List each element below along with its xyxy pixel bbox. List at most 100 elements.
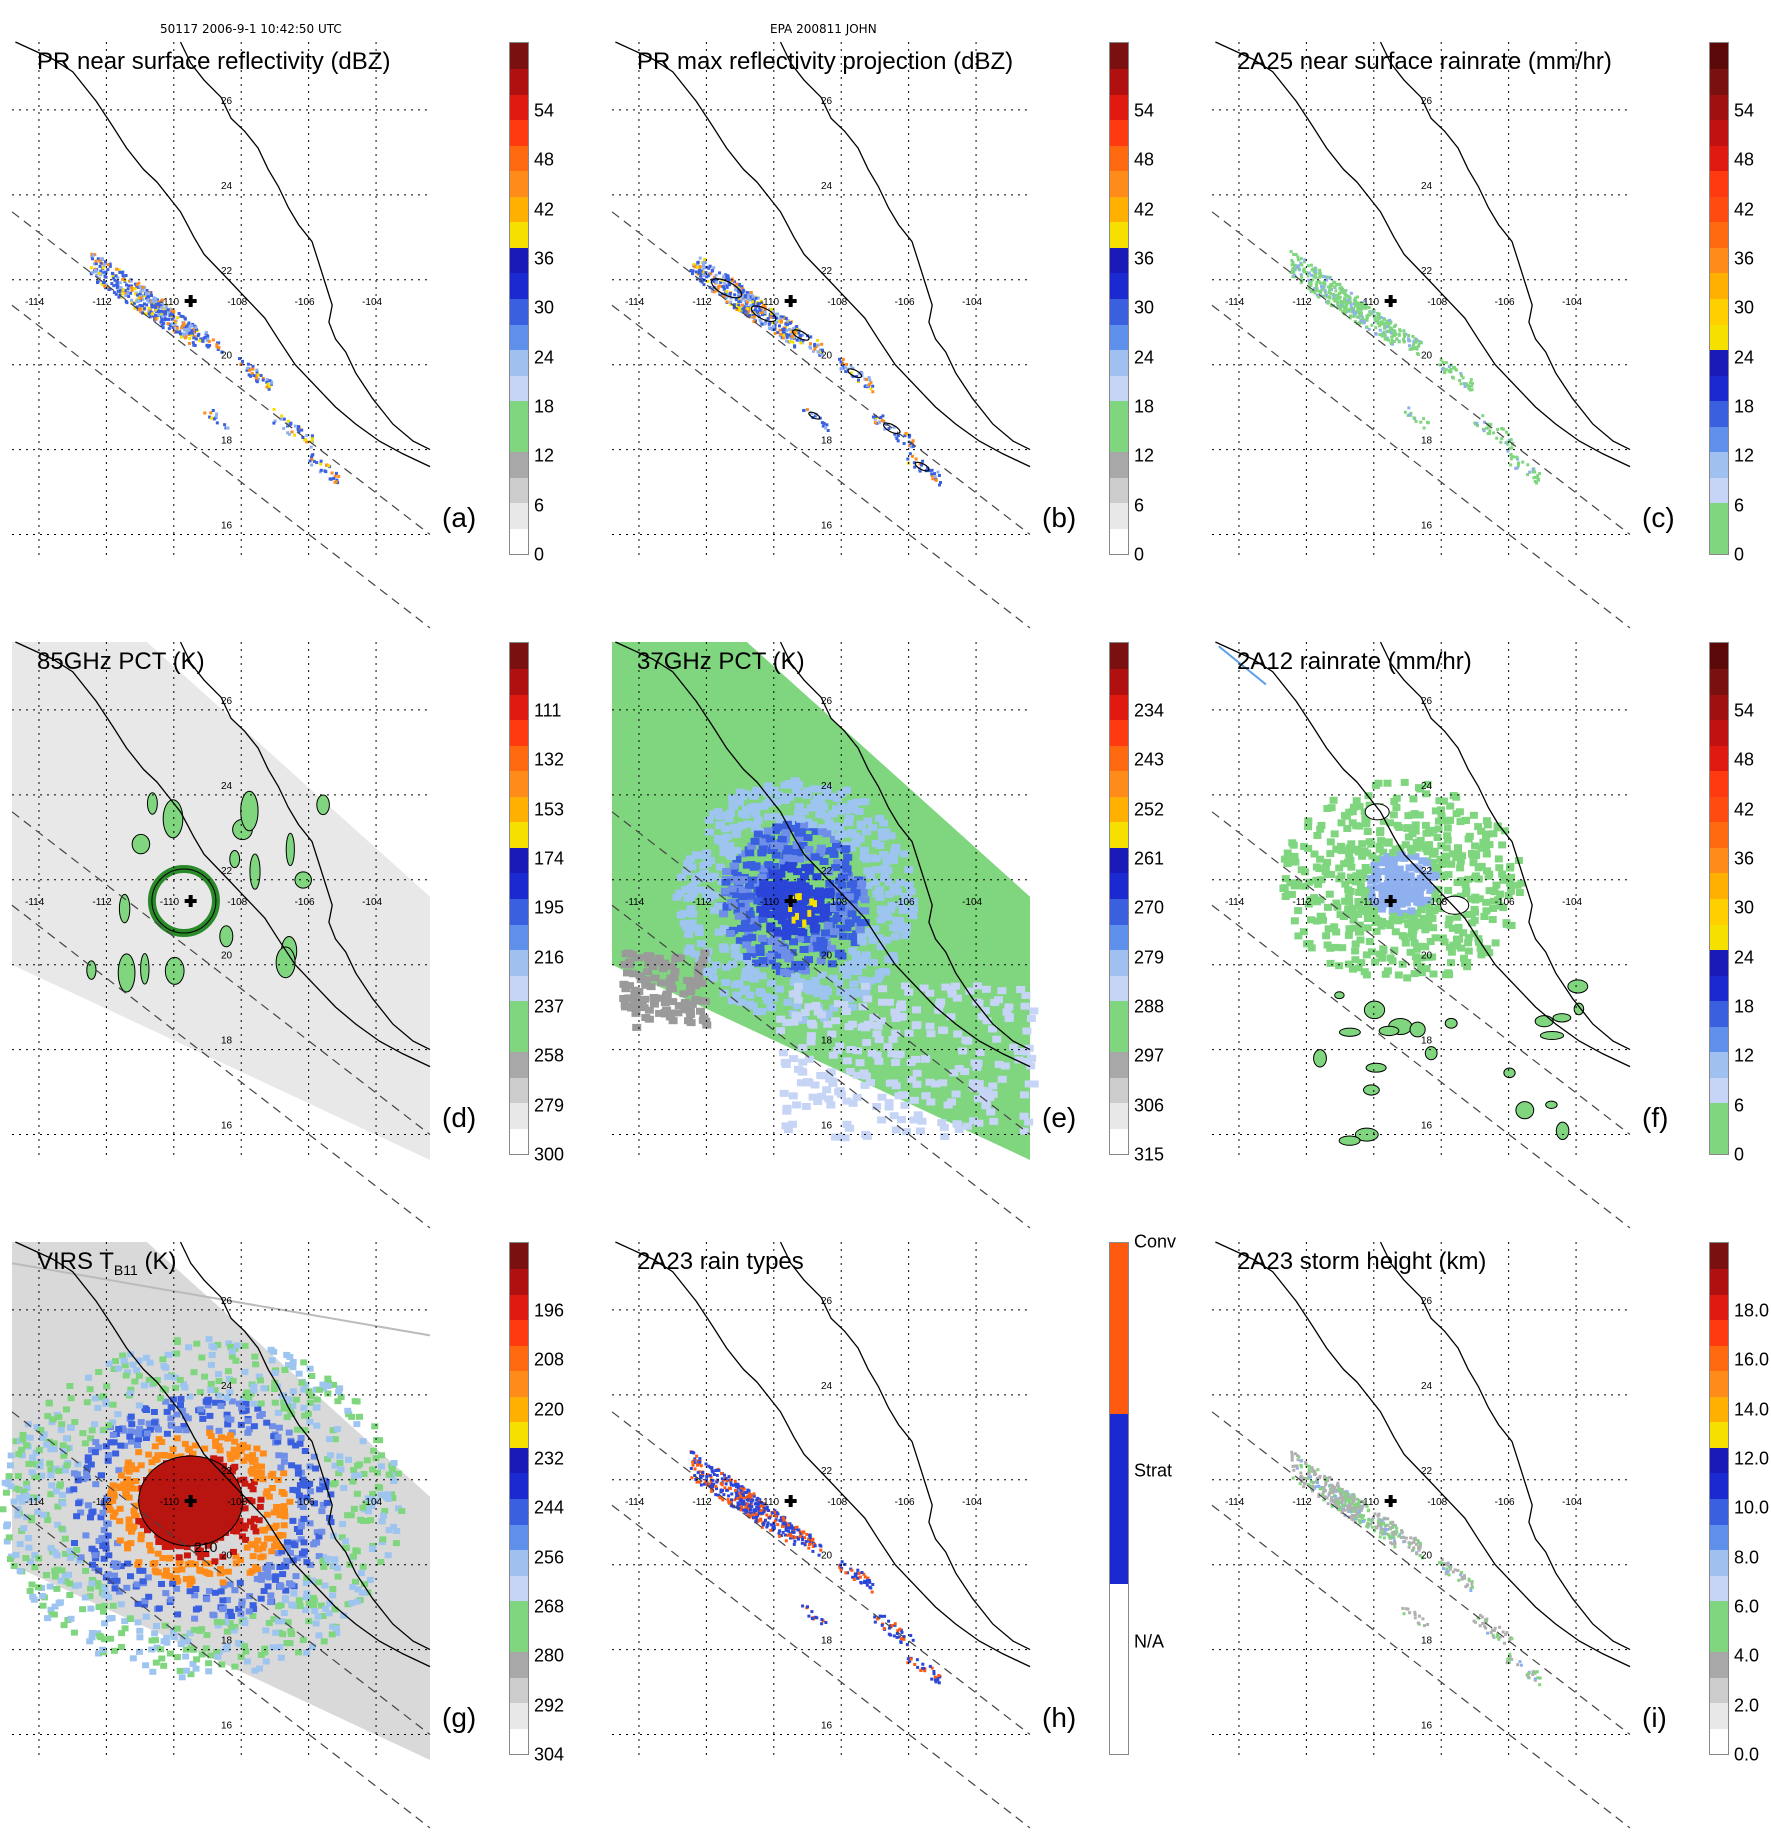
panel-label: (d) (442, 1102, 476, 1134)
colorbar-segment (1710, 1077, 1728, 1103)
colorbar-segment (510, 1550, 528, 1576)
lat-label: 18 (821, 1636, 833, 1647)
lat-label: 24 (1421, 781, 1433, 792)
colorbar-segment (1710, 822, 1728, 848)
panel-label: (a) (442, 502, 476, 534)
lon-label: -106 (295, 897, 315, 908)
lat-label: 22 (821, 866, 833, 877)
colorbar-segment (1710, 196, 1728, 222)
colorbar-segment (1110, 299, 1128, 325)
colorbar-segment (1710, 247, 1728, 273)
colorbar-segment (1710, 171, 1728, 197)
colorbar-tick: 0 (1134, 545, 1144, 566)
lat-label: 22 (221, 266, 233, 277)
coastline-mainland (1381, 1242, 1631, 1650)
colorbar-segment (1110, 324, 1128, 350)
panel-title: 37GHz PCT (K) (637, 648, 805, 676)
colorbar-segment (510, 796, 528, 822)
colorbar-tick: 8.0 (1734, 1547, 1759, 1568)
colorbar-tick: 48 (1134, 150, 1154, 171)
colorbar-tick: 24 (1734, 947, 1754, 968)
lat-label: 16 (821, 521, 833, 532)
colorbar-segment (510, 324, 528, 350)
colorbar-segment (510, 1524, 528, 1550)
colorbar-tick: N/A (1134, 1632, 1164, 1653)
header-storm-name: EPA 200811 JOHN (770, 22, 877, 36)
colorbar-tick: 208 (534, 1350, 564, 1371)
colorbar-segment (1710, 222, 1728, 248)
colorbar-segment (510, 350, 528, 376)
colorbar-tick: 36 (1734, 849, 1754, 870)
colorbar-segment (1710, 375, 1728, 401)
colorbar-segment (510, 426, 528, 452)
lon-label: -104 (962, 297, 982, 308)
colorbar-segment (1710, 350, 1728, 376)
colorbar-segment (510, 1243, 528, 1269)
colorbar-segment (1710, 1473, 1728, 1499)
colorbar-segment (1710, 1524, 1728, 1550)
colorbar-segment (1110, 1052, 1128, 1078)
colorbar-segment (510, 528, 528, 554)
lat-label: 22 (221, 1466, 233, 1477)
colorbar-tick: 54 (534, 101, 554, 122)
lon-label: -112 (1292, 897, 1312, 908)
colorbar-tick: 30 (534, 298, 554, 319)
colorbar-tick: 306 (1134, 1095, 1164, 1116)
storm-center-marker (1385, 1495, 1397, 1507)
colorbar-segment (1710, 94, 1728, 120)
lon-label: -106 (1495, 897, 1515, 908)
colorbar-segment (1110, 771, 1128, 797)
colorbar-segment (1710, 1345, 1728, 1371)
colorbar-tick: 279 (1134, 947, 1164, 968)
colorbar-segment (1110, 796, 1128, 822)
lat-label: 24 (221, 181, 233, 192)
colorbar-segment (1710, 477, 1728, 503)
lon-label: -110 (160, 1497, 180, 1508)
colorbar-segment (510, 247, 528, 273)
pr-swath-edge (612, 1412, 1030, 1735)
lon-label: -108 (1427, 297, 1447, 308)
lon-label: -114 (625, 897, 645, 908)
colorbar-segment (1710, 273, 1728, 299)
colorbar-tick: 6.0 (1734, 1597, 1759, 1618)
lat-label: 20 (821, 351, 833, 362)
colorbar-segment (510, 924, 528, 950)
colorbar-segment (510, 1001, 528, 1027)
coastline-mainland (781, 42, 1031, 450)
lat-label: 20 (221, 1551, 233, 1562)
lat-label: 24 (221, 1381, 233, 1392)
lat-label: 22 (1421, 266, 1433, 277)
colorbar-segment (510, 171, 528, 197)
colorbar-segment (1110, 924, 1128, 950)
lat-label: 24 (221, 781, 233, 792)
panel-title: PR near surface reflectivity (dBZ) (37, 48, 390, 76)
colorbar-tick: 280 (534, 1646, 564, 1667)
panel-label: (f) (1642, 1102, 1668, 1134)
colorbar-segment (1110, 1026, 1128, 1052)
colorbar-segment (1710, 69, 1728, 95)
colorbar-segment (510, 1447, 528, 1473)
lat-label: 18 (821, 1036, 833, 1047)
lat-label: 18 (821, 436, 833, 447)
colorbar-tick: 292 (534, 1695, 564, 1716)
colorbar-segment (1710, 1499, 1728, 1525)
colorbar-segment (1710, 426, 1728, 452)
lat-label: 20 (1421, 351, 1433, 362)
colorbar-segment (1110, 873, 1128, 899)
contour-label: 210 (194, 1539, 218, 1555)
colorbar-segment (1110, 1128, 1128, 1154)
lat-label: 18 (1421, 1636, 1433, 1647)
lon-label: -114 (1225, 1497, 1245, 1508)
colorbar-segment (510, 1128, 528, 1154)
colorbar-tick: 4.0 (1734, 1646, 1759, 1667)
colorbar-segment (1110, 1243, 1128, 1414)
colorbar-segment (510, 1077, 528, 1103)
colorbar-segment (1710, 745, 1728, 771)
